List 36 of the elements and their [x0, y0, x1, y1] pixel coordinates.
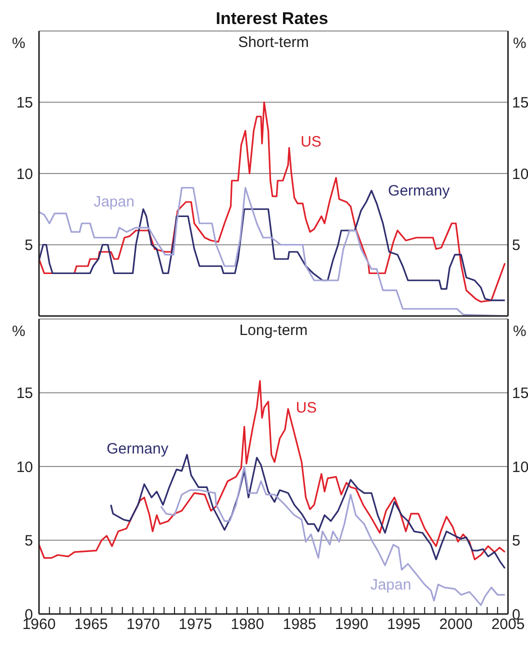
y-axis-title: % — [12, 35, 26, 52]
line-series — [39, 380, 506, 560]
series-label: US — [296, 399, 317, 416]
x-tick-label: 1965 — [74, 616, 108, 633]
y-tick-label: 5 — [24, 532, 33, 550]
series-label: US — [300, 134, 322, 151]
x-tick-label: 1990 — [334, 616, 368, 633]
line-series — [39, 101, 506, 303]
series-label: Germany — [106, 440, 168, 458]
chart-subtitle: Short-term — [237, 34, 310, 51]
line-series — [160, 466, 506, 606]
series-label: Japan — [370, 576, 412, 593]
y2-tick-label: 10 — [512, 166, 528, 183]
chart-title: Long-term — [238, 322, 309, 339]
y2-tick-label: 15 — [512, 94, 528, 112]
y2-tick-label: 15 — [512, 385, 528, 402]
y-tick-label: 15 — [16, 94, 33, 112]
chart-title: Interest Rates — [214, 8, 330, 30]
y2-axis-title: % — [513, 323, 526, 340]
y2-axis-title: % — [513, 35, 526, 52]
x-tick-label: 1980 — [230, 616, 264, 633]
series-label: Japan — [94, 194, 134, 210]
x-tick-label: 1985 — [282, 616, 316, 633]
y2-tick-label: 5 — [512, 532, 520, 550]
y-tick-label: 10 — [16, 458, 33, 476]
y2-tick-label: 5 — [512, 237, 520, 254]
y-tick-label: 5 — [24, 237, 33, 254]
y-axis-title: % — [12, 323, 26, 340]
y-tick-label: 10 — [16, 166, 33, 183]
x-tick-label: 1975 — [178, 616, 212, 633]
y-tick-label: 15 — [16, 385, 33, 402]
x-tick-label: 1970 — [126, 616, 160, 633]
x-tick-label: 2000 — [439, 616, 473, 633]
series-label: Germany — [388, 182, 450, 200]
x-tick-label: 1995 — [387, 616, 420, 633]
y2-tick-label: 10 — [512, 458, 528, 476]
